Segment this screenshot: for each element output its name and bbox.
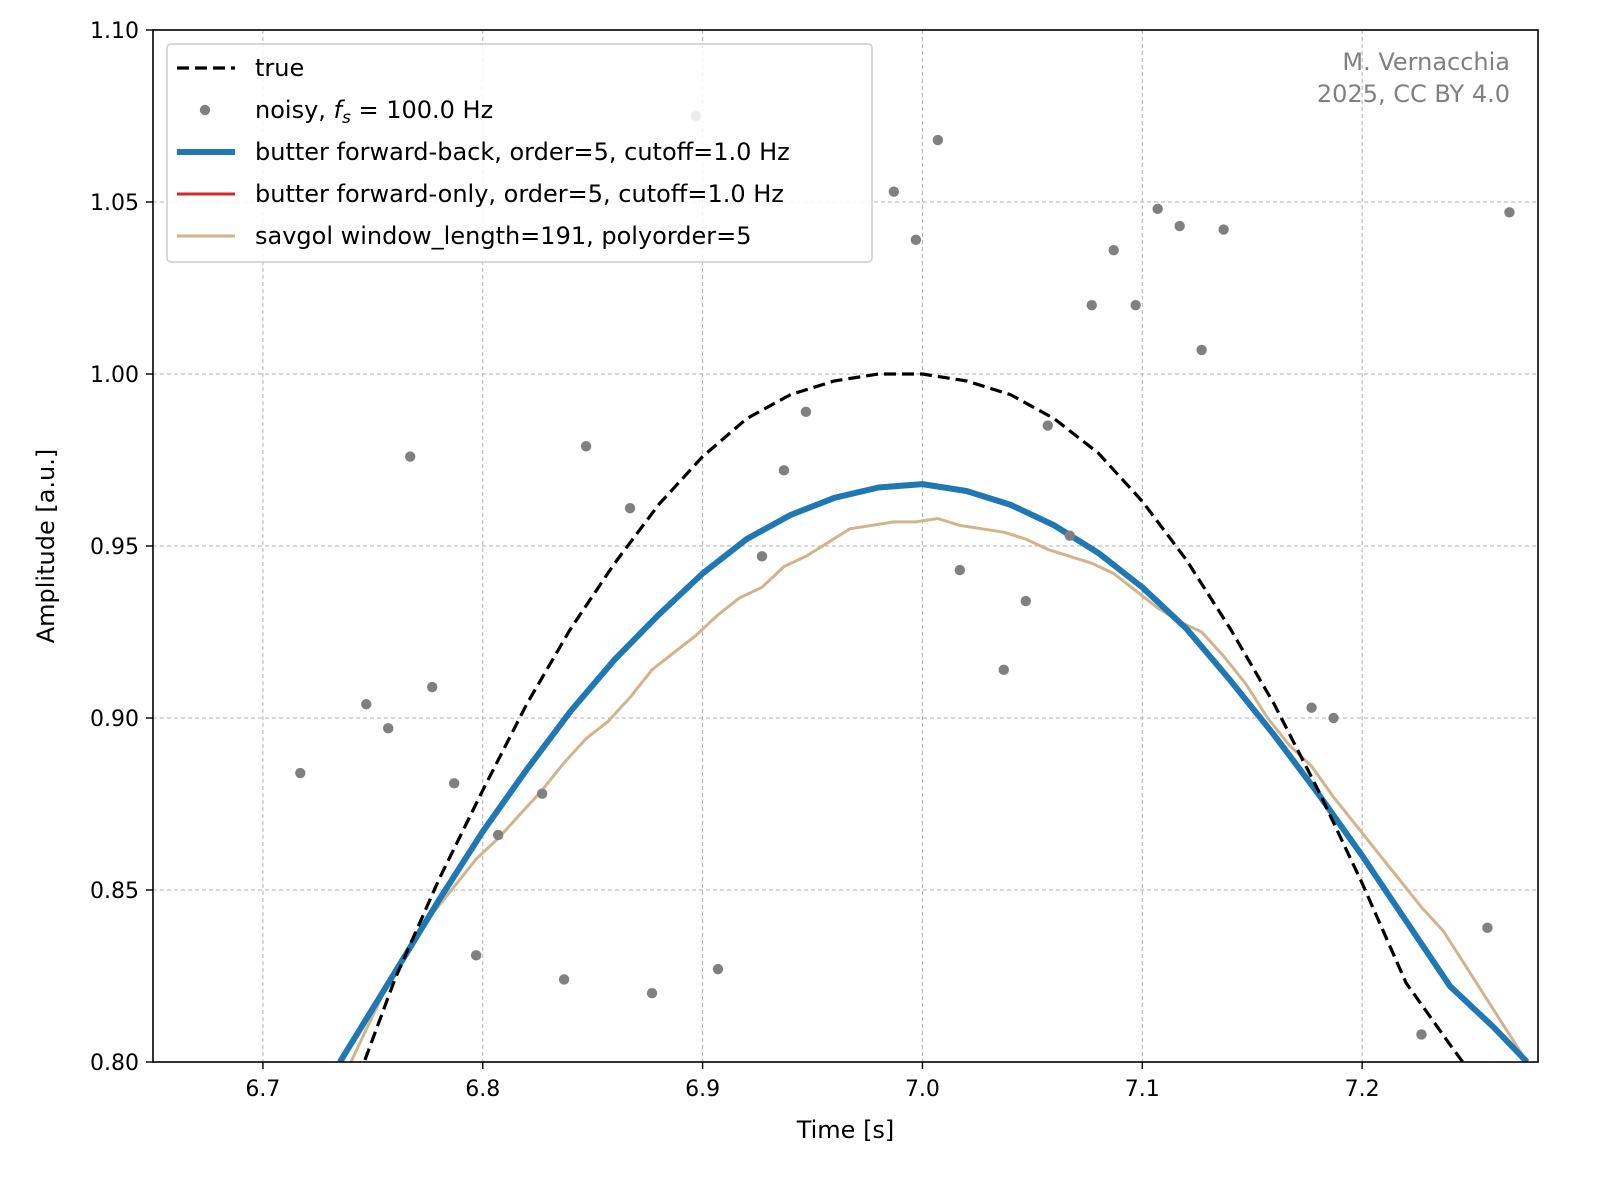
y-tick-label: 0.95 <box>90 535 139 560</box>
x-tick-label: 6.8 <box>465 1077 500 1102</box>
noisy-point <box>426 681 438 693</box>
noisy-point <box>778 465 790 476</box>
x-axis-label: Time [s] <box>796 1116 895 1144</box>
series-line-0 <box>362 372 1465 1062</box>
noisy-point <box>1130 300 1141 311</box>
x-tick-label: 6.9 <box>685 1077 720 1102</box>
legend-label: butter forward-only, order=5, cutoff=1.0… <box>255 180 784 208</box>
x-tick-label: 7.0 <box>905 1077 940 1102</box>
noisy-point <box>1064 530 1075 541</box>
noisy-point <box>536 788 548 799</box>
legend-entry: butter forward-back, order=5, cutoff=1.0… <box>177 138 790 166</box>
noisy-point <box>1086 300 1097 311</box>
noisy-point <box>1042 420 1053 431</box>
legend-entry: noisy, fs = 100.0 Hz <box>199 96 493 128</box>
noisy-point <box>1306 702 1317 713</box>
noisy-point <box>1504 207 1515 218</box>
ticks: 6.7 6.8 6.9 7.0 7.1 7.2 0.80 0.85 0.90 0.95 1.00 1.… <box>90 19 1380 1102</box>
noisy-point <box>910 234 922 246</box>
legend-label: savgol window_length=191, polyorder=5 <box>255 222 752 250</box>
noisy-point <box>1020 595 1031 607</box>
noisy-point <box>1174 220 1185 232</box>
noisy-point <box>800 406 812 418</box>
noisy-point <box>888 186 900 197</box>
series-line-2 <box>337 481 1530 1062</box>
credit-author: M. Vernacchia <box>1342 48 1510 76</box>
series-noisy-points <box>295 110 1515 1040</box>
series-line-4 <box>349 517 1529 1062</box>
noisy-point <box>383 723 394 734</box>
y-tick-label: 0.85 <box>90 879 139 904</box>
legend-label: butter forward-back, order=5, cutoff=1.0… <box>255 138 790 166</box>
noisy-point <box>1152 203 1163 215</box>
noisy-point <box>558 974 570 985</box>
noisy-point <box>954 564 966 576</box>
y-tick-label: 0.80 <box>90 1051 139 1076</box>
noisy-point <box>580 441 592 452</box>
y-tick-label: 1.10 <box>90 19 139 44</box>
noisy-point <box>361 699 372 710</box>
noisy-point <box>932 134 944 146</box>
noisy-point <box>492 829 504 841</box>
noisy-point <box>1196 344 1207 356</box>
noisy-point <box>295 767 306 779</box>
legend-box <box>166 43 873 263</box>
noisy-point <box>712 963 724 975</box>
noisy-point <box>998 664 1009 676</box>
noisy-point <box>1108 244 1119 256</box>
noisy-point <box>1482 922 1493 934</box>
noisy-point <box>470 950 482 961</box>
legend-marker <box>199 104 211 116</box>
credit-license: 2025, CC BY 4.0 <box>1317 80 1510 108</box>
noisy-point <box>1218 224 1229 235</box>
legend: true noisy, fs = 100.0 Hz butter forward-b… <box>166 43 873 263</box>
noisy-point <box>1328 712 1339 724</box>
legend-label: noisy, fs = 100.0 Hz <box>255 96 493 128</box>
x-tick-label: 6.7 <box>245 1077 280 1102</box>
x-tick-label: 7.2 <box>1345 1077 1380 1102</box>
series-layer <box>295 110 1530 1062</box>
y-tick-label: 1.00 <box>90 363 139 388</box>
legend-entry: butter forward-only, order=5, cutoff=1.0… <box>177 180 784 208</box>
y-tick-label: 0.90 <box>90 707 139 732</box>
legend-label: true <box>255 54 304 82</box>
noisy-point <box>405 451 416 462</box>
noisy-point <box>624 502 636 514</box>
y-tick-label: 1.05 <box>90 191 139 216</box>
noisy-point <box>756 551 768 562</box>
legend-entry: savgol window_length=191, polyorder=5 <box>177 222 752 250</box>
x-tick-label: 7.1 <box>1125 1077 1160 1102</box>
y-axis-label: Amplitude [a.u.] <box>32 449 60 644</box>
noisy-point <box>1416 1029 1427 1040</box>
legend-entry: true <box>177 54 304 82</box>
noisy-point <box>448 778 460 789</box>
noisy-point <box>646 988 658 999</box>
